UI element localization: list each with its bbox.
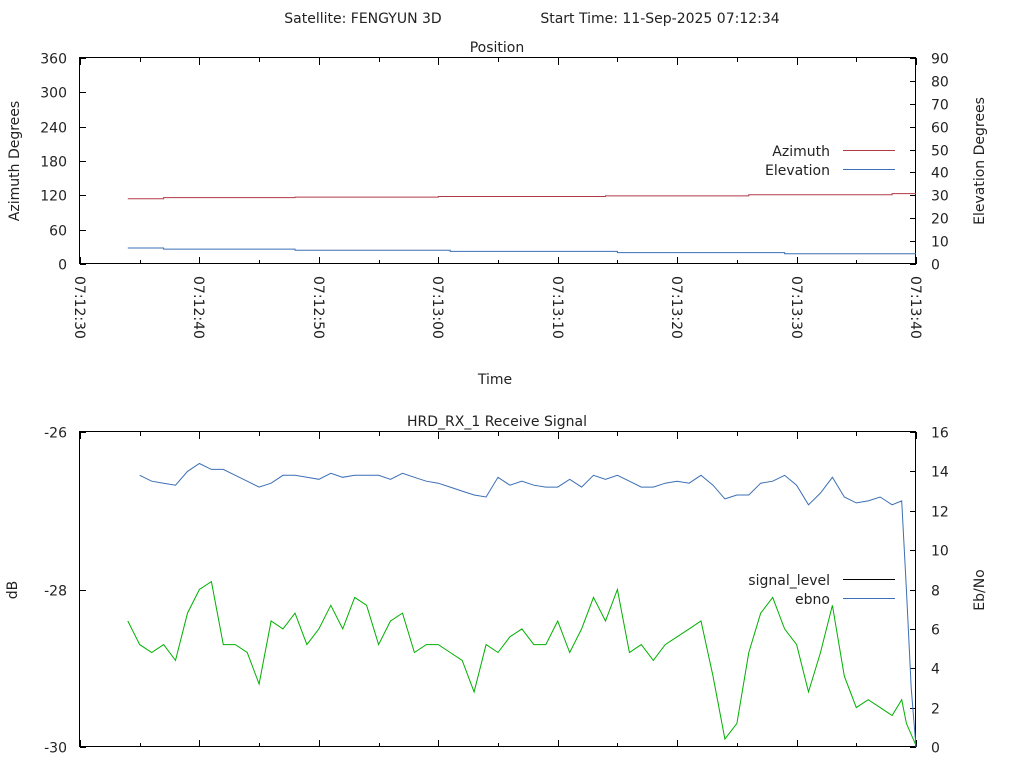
position-legend: Azimuth Elevation xyxy=(765,144,895,179)
position-left-tick-label: 60 xyxy=(49,224,67,240)
legend-signal-level-label: signal_level xyxy=(748,573,830,589)
position-x-tick-label: 07:13:10 xyxy=(549,276,565,339)
signal-chart: HRD_RX_1 Receive Signal -30 -28 -26 0 2 4 6 8 1… xyxy=(5,414,988,757)
series-line-azimuth xyxy=(127,193,916,200)
position-right-tick-label: 40 xyxy=(931,166,949,182)
signal-right-tick-label: 2 xyxy=(931,702,940,718)
position-x-tick-label: 07:13:30 xyxy=(788,276,804,339)
series-line-ebno xyxy=(139,462,917,748)
position-plot-frame xyxy=(79,57,916,264)
signal-left-ticks: -30 -28 -26 xyxy=(44,426,86,757)
signal-right-tick-label: 12 xyxy=(931,505,949,521)
signal-right-tick-label: 8 xyxy=(931,584,940,600)
position-right-ticks: 0 10 20 30 40 50 60 70 80 90 xyxy=(910,52,949,274)
position-left-tick-label: 0 xyxy=(58,258,67,274)
signal-right-tick-label: 16 xyxy=(931,426,949,442)
position-title: Position xyxy=(470,40,525,56)
signal-right-tick-label: 10 xyxy=(931,544,949,560)
legend-elevation-label: Elevation xyxy=(765,163,830,179)
position-x-tick-label: 07:13:20 xyxy=(668,276,684,339)
position-y-label: Azimuth Degrees xyxy=(7,101,23,221)
position-x-ticks: 07:12:30 07:12:40 07:12:50 07:13:00 07:13:10… xyxy=(71,58,923,339)
signal-left-tick-label: -28 xyxy=(44,584,67,600)
position-right-tick-label: 20 xyxy=(931,212,949,228)
satellite-label: Satellite: FENGYUN 3D xyxy=(284,11,441,27)
signal-right-tick-label: 4 xyxy=(931,662,940,678)
position-right-tick-label: 70 xyxy=(931,98,949,114)
signal-x-ticks xyxy=(80,432,917,747)
position-series xyxy=(127,193,916,255)
signal-legend: signal_level ebno xyxy=(748,573,895,608)
position-left-tick-label: 240 xyxy=(40,121,67,137)
position-x-tick-label: 07:13:00 xyxy=(429,276,445,339)
position-left-ticks: 0 60 120 180 240 300 360 xyxy=(40,52,86,274)
position-x-tick-label: 07:12:50 xyxy=(310,276,326,339)
start-time-label: Start Time: 11-Sep-2025 07:12:34 xyxy=(540,11,779,27)
signal-right-tick-label: 6 xyxy=(931,623,940,639)
position-x-tick-label: 07:12:40 xyxy=(190,276,206,339)
signal-right-ticks: 0 2 4 6 8 10 12 14 16 xyxy=(910,426,949,757)
series-line-signal-level xyxy=(127,580,917,746)
position-right-tick-label: 30 xyxy=(931,189,949,205)
position-x-tick-label: 07:13:40 xyxy=(907,276,923,339)
legend-ebno-label: ebno xyxy=(795,592,830,608)
signal-y-label: dB xyxy=(5,581,21,600)
legend-azimuth-label: Azimuth xyxy=(772,144,830,160)
signal-right-tick-label: 14 xyxy=(931,465,949,481)
signal-right-tick-label: 0 xyxy=(931,741,940,757)
signal-series xyxy=(127,462,917,748)
position-left-tick-label: 300 xyxy=(40,86,67,102)
position-left-tick-label: 120 xyxy=(40,189,67,205)
position-left-tick-label: 360 xyxy=(40,52,67,68)
position-right-tick-label: 80 xyxy=(931,75,949,91)
position-x-label: Time xyxy=(477,372,512,388)
position-left-tick-label: 180 xyxy=(40,155,67,171)
signal-left-tick-label: -30 xyxy=(44,741,67,757)
position-y2-label: Elevation Degrees xyxy=(972,97,988,225)
signal-left-tick-label: -26 xyxy=(44,426,67,442)
signal-y2-label: Eb/No xyxy=(972,569,988,611)
position-x-tick-label: 07:12:30 xyxy=(71,276,87,339)
position-right-tick-label: 60 xyxy=(931,121,949,137)
signal-plot-frame xyxy=(79,431,916,747)
signal-title: HRD_RX_1 Receive Signal xyxy=(407,414,587,430)
position-right-tick-label: 90 xyxy=(931,52,949,68)
position-right-tick-label: 0 xyxy=(931,258,940,274)
position-right-tick-label: 50 xyxy=(931,144,949,160)
position-right-tick-label: 10 xyxy=(931,235,949,251)
position-chart: Position 0 60 120 180 240 300 360 0 10 20 30 40 50 6… xyxy=(7,40,988,388)
series-line-elevation xyxy=(127,247,916,255)
